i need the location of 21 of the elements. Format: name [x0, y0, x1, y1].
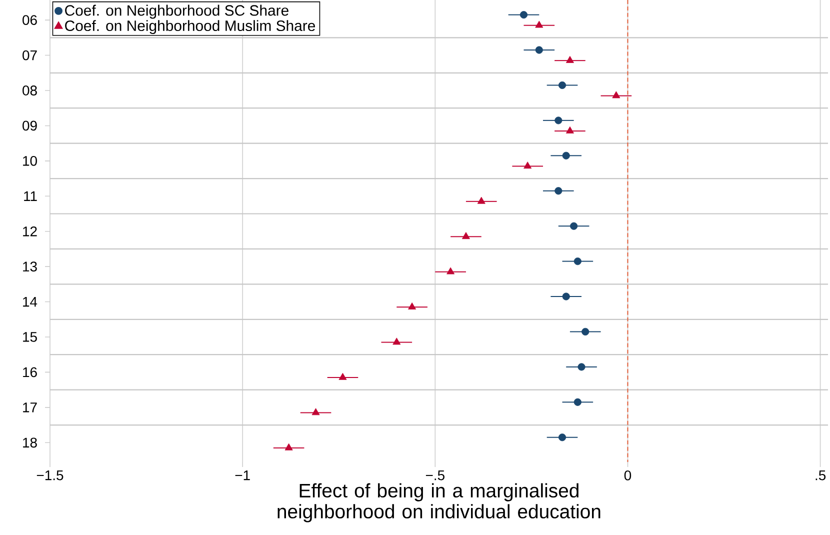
- x-tick-label: 0: [624, 470, 632, 480]
- legend-label: Coef. on Neighborhood SC Share: [65, 4, 288, 19]
- y-tick-label: 16: [23, 367, 37, 378]
- y-tick-label: 06: [22, 15, 37, 26]
- y-tick-label: 11: [24, 191, 37, 201]
- y-tick-label: 14: [23, 296, 38, 307]
- y-tick-label: 12: [23, 226, 37, 236]
- y-tick-label: 07: [22, 50, 37, 60]
- x-tick-label: .5: [816, 470, 826, 480]
- y-tick-label: 10: [23, 156, 37, 166]
- x-tick-label: −.5: [426, 470, 444, 480]
- x-axis-title: Effect of being in a marginalised neighborhood on individual education: [278, 483, 600, 522]
- y-tick-label: 13: [23, 262, 37, 272]
- y-tick-label: 17: [23, 402, 37, 412]
- legend-label: Coef. on Neighborhood Muslim Share: [65, 20, 316, 34]
- y-tick-label: 15: [23, 332, 37, 342]
- y-tick-label: 08: [22, 86, 37, 96]
- y-tick-label: 18: [23, 438, 37, 448]
- y-tick-label: 09: [22, 120, 37, 131]
- x-tick-label: −1.5: [36, 470, 64, 480]
- x-tick-label: −1: [235, 470, 250, 480]
